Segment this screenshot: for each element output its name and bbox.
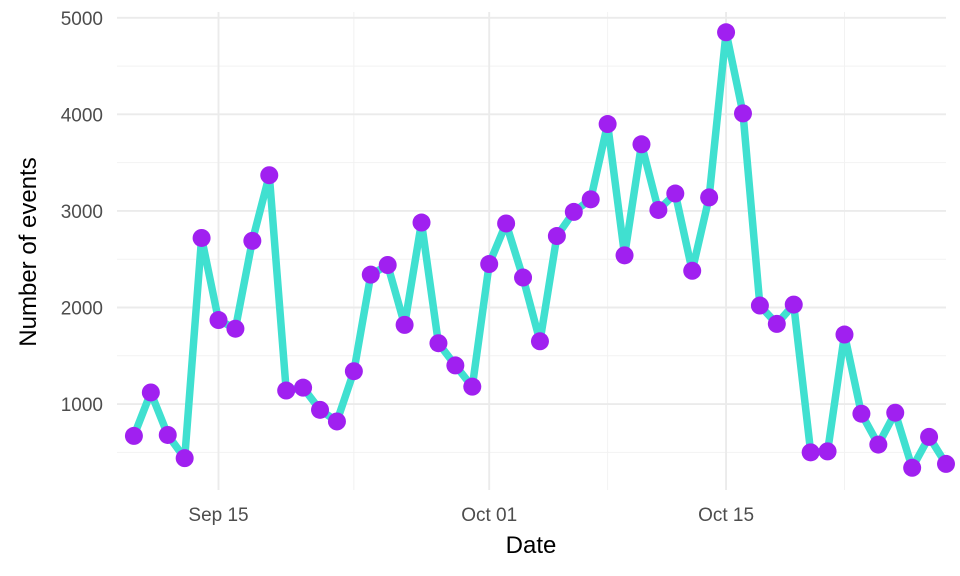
data-point [903, 458, 922, 477]
data-point [395, 315, 414, 334]
data-point [818, 442, 837, 461]
data-point [920, 427, 939, 446]
data-point [632, 135, 651, 154]
data-point [683, 261, 702, 280]
data-point [192, 228, 211, 247]
y-tick-label: 4000 [61, 105, 103, 126]
data-point [564, 202, 583, 221]
data-point [750, 296, 769, 315]
x-tick-labels: Sep 15 Oct 01 Oct 15 [188, 505, 754, 526]
data-point [158, 425, 177, 444]
data-point [547, 227, 566, 246]
data-point [209, 311, 228, 330]
data-point [717, 23, 736, 42]
data-point [260, 166, 279, 185]
data-point [226, 319, 245, 338]
data-point [784, 295, 803, 314]
data-point [141, 383, 160, 402]
data-point [294, 378, 313, 397]
y-tick-label: 3000 [61, 202, 103, 223]
y-tick-labels: 1000 2000 3000 4000 5000 [61, 9, 103, 416]
data-point [615, 246, 634, 265]
data-point [429, 334, 448, 353]
x-axis-title: Date [506, 532, 557, 559]
y-tick-label: 2000 [61, 298, 103, 319]
series-line [130, 28, 950, 472]
data-point [277, 381, 296, 400]
data-point [801, 443, 820, 462]
grid-lines [117, 12, 946, 490]
data-point [344, 362, 363, 381]
data-point [733, 104, 752, 123]
data-point [886, 403, 905, 422]
data-point [311, 400, 330, 419]
y-tick-label: 5000 [61, 9, 103, 30]
data-point [581, 190, 600, 209]
data-point [598, 115, 617, 134]
y-axis-title: Number of events [15, 157, 42, 346]
data-point [767, 314, 786, 333]
data-point [175, 449, 194, 468]
data-point [480, 255, 499, 274]
data-point [327, 412, 346, 431]
data-point [937, 454, 955, 473]
data-point [835, 325, 854, 344]
data-point [361, 265, 380, 284]
data-point [446, 356, 465, 375]
x-tick-label: Oct 01 [461, 505, 517, 526]
data-point [497, 214, 516, 233]
data-point [666, 184, 685, 203]
data-point [378, 256, 397, 275]
data-point [700, 188, 719, 207]
y-tick-label: 1000 [61, 395, 103, 416]
data-point [869, 435, 888, 454]
data-point [514, 268, 533, 287]
data-point [649, 200, 668, 219]
data-point [243, 231, 262, 250]
data-point [124, 426, 143, 445]
series-events [124, 23, 955, 477]
data-point [852, 404, 871, 423]
data-point [463, 377, 482, 396]
x-tick-label: Sep 15 [188, 505, 248, 526]
x-tick-label: Oct 15 [698, 505, 754, 526]
data-point [530, 332, 549, 351]
data-point [412, 213, 431, 232]
